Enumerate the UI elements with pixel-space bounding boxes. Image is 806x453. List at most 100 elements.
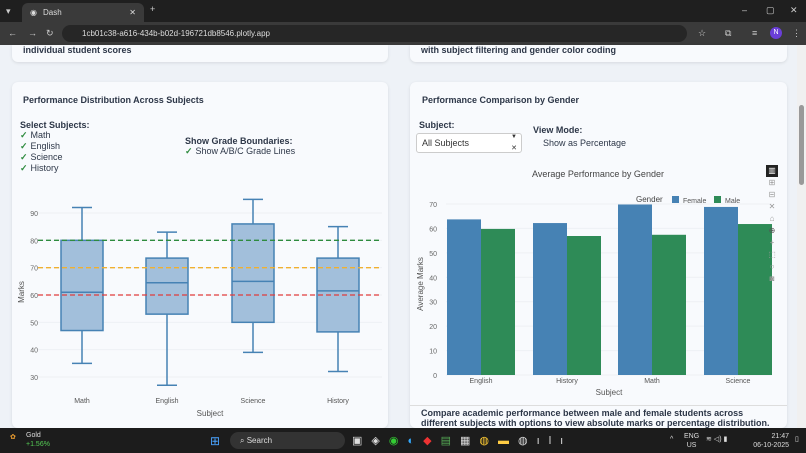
bar-female	[618, 204, 652, 375]
subject-label: Subject:	[419, 120, 455, 130]
weather-widget[interactable]: ✿ Gold +1.56%	[10, 432, 50, 448]
search-label: Search	[246, 436, 273, 445]
taskview-icon: ▣	[352, 435, 372, 447]
clear-icon[interactable]: ✕	[511, 145, 517, 152]
y-tick-label: 0	[433, 373, 437, 380]
lasso-icon[interactable]: ○	[769, 262, 775, 271]
url-text: 1cb01c38-a616-434b-b02d-196721db8546.plo…	[82, 29, 271, 38]
app-icon: ◆	[423, 435, 441, 447]
checkbox-label: Science	[30, 152, 63, 162]
plotly-logo-icon[interactable]: ▥	[766, 165, 778, 177]
bar-female	[533, 223, 567, 375]
percentage-checkbox[interactable]: Show as Percentage	[543, 138, 626, 148]
card-title: Performance Distribution Across Subjects	[23, 95, 204, 105]
y-tick-label: 80	[30, 238, 38, 245]
profile-avatar[interactable]: N	[770, 27, 782, 39]
zoom-icon[interactable]: ⊟	[768, 190, 776, 199]
edge-icon: ◐	[407, 435, 424, 447]
dropdown-value: All Subjects	[422, 138, 470, 148]
back-icon[interactable]: ←	[8, 28, 17, 38]
reload-icon[interactable]: ↻	[46, 28, 54, 38]
checkbox-science[interactable]: ✓ Science	[20, 152, 90, 163]
x-tick-label: History	[556, 378, 578, 385]
pan-icon[interactable]: ✕	[768, 202, 776, 211]
notification-icon[interactable]: ▯	[795, 436, 799, 443]
checkbox-history[interactable]: ✓ History	[20, 163, 90, 174]
menu-icon[interactable]: ⋮	[792, 28, 801, 38]
distribution-card: Performance Distribution Across Subjects…	[12, 82, 388, 428]
chevron-down-icon[interactable]: ▼	[511, 134, 517, 140]
clock[interactable]: 21:47 06-10-2025	[753, 432, 789, 450]
favicon-icon: ◉	[30, 8, 37, 17]
top-right-card: with subject filtering and gender color …	[410, 45, 787, 62]
close-tab-icon[interactable]: ✕	[129, 8, 136, 17]
check-icon: ✓	[20, 163, 28, 173]
page-scrollbar[interactable]	[797, 45, 806, 428]
download-icon[interactable]: ⊞	[768, 178, 776, 187]
window-close-icon[interactable]: ✕	[790, 5, 798, 15]
x-tick-label: Science	[241, 398, 266, 405]
tray-chevron-icon[interactable]: ^	[670, 436, 674, 443]
subject-dropdown[interactable]: All Subjects ▼ ✕	[416, 133, 522, 153]
weather-icon: ✿	[10, 434, 16, 441]
x-tick-label: English	[470, 378, 493, 385]
legend-swatch	[714, 196, 721, 203]
card-title: Performance Comparison by Gender	[422, 95, 580, 105]
legend-swatch	[672, 196, 679, 203]
camera-icon[interactable]: ◙	[769, 274, 775, 283]
checkbox-english[interactable]: ✓ English	[20, 141, 90, 152]
scrollbar-thumb[interactable]	[799, 105, 804, 185]
checkbox-grade-lines[interactable]: ✓ Show A/B/C Grade Lines	[185, 146, 295, 157]
whatsapp-icon: ◉	[388, 435, 408, 447]
y-tick-label: 90	[30, 211, 38, 218]
bar-male	[481, 228, 515, 375]
tab-list-icon[interactable]: ▾	[6, 6, 11, 16]
bookmark-star-icon[interactable]: ☆	[698, 28, 707, 38]
browser-tab[interactable]: ◉ Dash ✕	[22, 3, 144, 22]
chrome-icon: ◍	[518, 435, 537, 447]
select-icon[interactable]: ⬚	[768, 250, 776, 259]
card-text: individual student scores	[23, 45, 132, 55]
store-icon: ▦	[460, 435, 480, 447]
date: 06-10-2025	[753, 442, 789, 449]
zoom-out-icon[interactable]: +	[769, 238, 775, 247]
checkbox-label: Show as Percentage	[543, 138, 627, 148]
minimize-icon[interactable]: –	[742, 5, 748, 15]
chrome-icon: ◍	[479, 435, 499, 447]
language-indicator[interactable]: ENG US	[684, 432, 699, 450]
search-box[interactable]: ⌕ Search	[230, 432, 345, 449]
home-icon[interactable]: ⌂	[769, 214, 775, 223]
card-description: Compare academic performance between mal…	[421, 408, 770, 428]
bar-chart[interactable]: 0 10 20 30 40 50 60 70 English History Math Science…	[0, 0, 797, 428]
media-icon[interactable]: ≡	[752, 28, 758, 38]
start-icon[interactable]: ⊞	[210, 434, 221, 448]
taskbar-apps[interactable]: ▣◈◉◐◆▤▦◍▬◍ılı	[352, 434, 572, 447]
y-axis-title: Marks	[17, 281, 26, 303]
bar-male	[652, 234, 686, 375]
zoom-in-icon[interactable]: ⊕	[768, 226, 776, 235]
checkbox-math[interactable]: ✓ Math	[20, 130, 90, 141]
weather-label: Gold	[26, 432, 41, 439]
region-label: US	[686, 442, 697, 449]
legend-label: Male	[725, 198, 740, 205]
url-input[interactable]: 1cb01c38-a616-434b-b02d-196721db8546.plo…	[62, 25, 687, 42]
y-tick-label: 30	[30, 375, 38, 382]
x-tick-label: Science	[726, 378, 751, 385]
maximize-icon[interactable]: ▢	[766, 5, 775, 15]
box	[60, 239, 104, 332]
y-tick-label: 10	[429, 349, 437, 356]
y-tick-label: 60	[30, 293, 38, 300]
network-volume-battery-icon[interactable]: ≋ ◁) ▮	[706, 436, 728, 443]
app-icon: ▤	[440, 435, 461, 447]
checkbox-label: Show A/B/C Grade Lines	[195, 146, 296, 156]
checkbox-label: History	[30, 163, 59, 173]
forward-icon[interactable]: →	[28, 28, 37, 38]
check-icon: ✓	[185, 146, 193, 156]
x-axis-title: Subject	[197, 409, 224, 418]
top-left-card: individual student scores	[12, 45, 388, 62]
copilot-icon: ◈	[371, 435, 389, 447]
new-tab-icon[interactable]: +	[150, 4, 156, 14]
bar-male	[567, 236, 601, 375]
extensions-icon[interactable]: ⧉	[725, 28, 732, 38]
